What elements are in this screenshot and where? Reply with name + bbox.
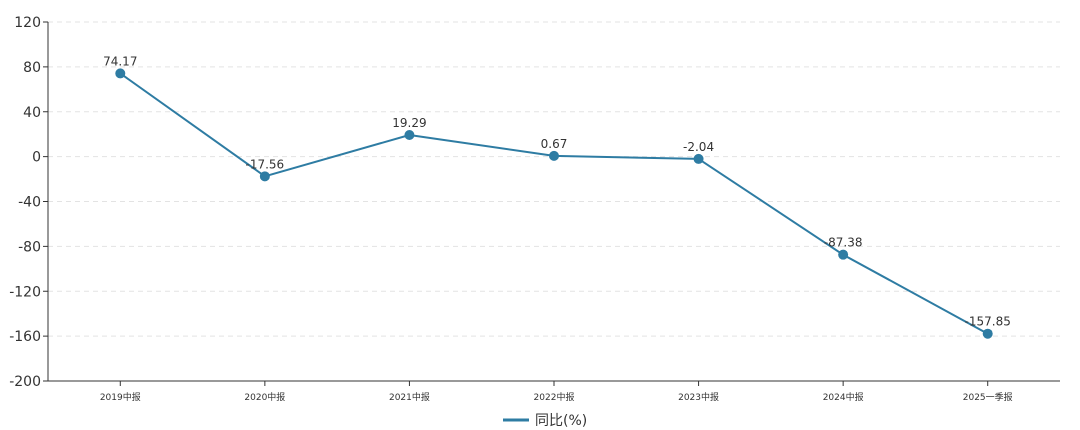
data-label: -2.04 (683, 140, 714, 154)
y-tick-label: -40 (18, 195, 41, 211)
data-point[interactable] (838, 249, 849, 260)
data-point[interactable] (404, 129, 415, 140)
data-labels: 74.17 -17.56 19.29 0.67 -2.04 -87.38 -157.85 (103, 54, 1011, 328)
legend-label[interactable]: 同比(%) (535, 413, 587, 429)
x-tick-label: 2025一季报 (963, 391, 1013, 403)
grid (48, 21, 1060, 337)
data-label: 19.29 (392, 116, 426, 130)
x-tick-label: 2023中报 (678, 391, 719, 403)
series-layer (115, 68, 993, 339)
data-point[interactable] (982, 328, 993, 339)
legend[interactable]: 同比(%) (503, 413, 587, 429)
y-tick-label: -120 (9, 284, 41, 300)
x-tick-label: 2024中报 (823, 391, 864, 403)
x-tick-label: 2020中报 (244, 391, 285, 403)
data-point[interactable] (549, 150, 559, 161)
data-point[interactable] (259, 171, 270, 182)
data-label: -157.85 (965, 315, 1011, 329)
data-label: -87.38 (824, 236, 863, 250)
data-point[interactable] (115, 68, 126, 79)
y-tick-label: 120 (14, 15, 41, 31)
y-tick-label: -160 (9, 329, 41, 345)
axes: 120 80 40 0 -40 -80 -120 -160 -200 2019中报 2020中报 20… (9, 15, 1060, 403)
data-label: 74.17 (103, 54, 137, 68)
x-tick-label: 2021中报 (389, 391, 430, 403)
y-tick-label: -80 (18, 239, 41, 255)
y-tick-label: 0 (32, 150, 41, 166)
y-tick-label: 40 (23, 105, 41, 121)
series-line (119, 72, 989, 335)
x-tick-label: 2022中报 (534, 391, 575, 403)
y-tick-label: 80 (23, 60, 41, 76)
data-point[interactable] (693, 153, 704, 164)
data-label: 0.67 (541, 137, 568, 151)
x-tick-label: 2019中报 (100, 391, 141, 403)
y-tick-label: -200 (9, 374, 41, 390)
data-label: -17.56 (246, 157, 285, 171)
